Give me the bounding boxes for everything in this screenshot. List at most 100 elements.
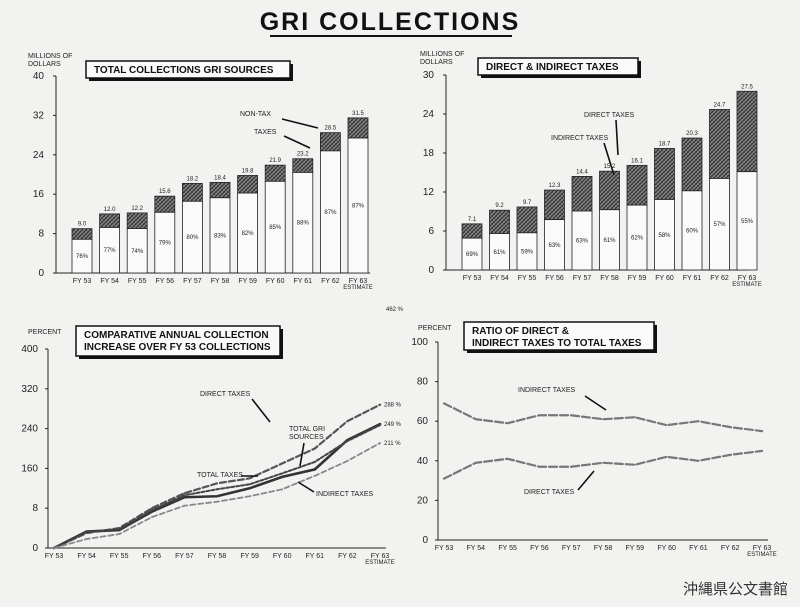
x-tick-label: FY 57 [562,545,581,552]
y-tick-label: 320 [21,384,38,395]
x-tick-label: FY 58 [211,278,230,285]
x-tick-label: FY 55 [498,545,517,552]
annotation-pointer [283,135,311,149]
y-tick-label: 160 [21,463,38,474]
bar-total-label: 15.6 [159,189,171,195]
series-point [216,500,218,503]
chart-title: COMPARATIVE ANNUAL COLLECTION [84,330,269,341]
bar-upper-segment [181,182,203,202]
series-point [248,487,251,490]
series-point [248,495,251,498]
series-point [665,424,668,427]
bar-total-label: 9.7 [523,200,532,206]
y-tick-label: 0 [32,543,38,554]
series-point [216,482,218,485]
bar-upper-segment [292,158,314,173]
x-tick-label: FY 54 [467,545,486,552]
bar-total-label: 21.9 [269,158,281,164]
bar-upper-segment [237,175,259,194]
x-tick-label: FY 59 [628,275,647,282]
bar-total-label: 24.7 [714,102,726,108]
series-point [150,509,153,512]
x-tick-label: FY 55 [110,553,129,560]
bar-upper-segment [154,195,176,213]
series-point [538,465,541,468]
series-point [697,459,700,462]
bar-total-label: 31.5 [352,111,364,117]
bar-upper-segment [264,164,286,182]
bar-percent-label: 82% [242,231,255,237]
series-point [443,402,445,405]
series-point [633,416,636,419]
series-point [570,465,573,468]
annotation-label: DIRECT TAXES [200,391,251,398]
bar-lower-segment [736,171,758,271]
series-point [665,455,668,458]
series-end-label: 211 % [384,441,401,447]
bar-upper-segment [626,164,648,206]
x-tick-label: FY 62 [710,275,729,282]
annotation-label: INDIRECT TAXES [551,135,609,142]
series-point [313,474,316,477]
bar-lower-segment [237,192,259,274]
y-tick-label: 18 [423,148,435,159]
x-tick-label: FY 54 [77,553,96,560]
series-point [379,403,381,406]
y-axis-title: DOLLARS [420,59,453,66]
bar-percent-label: 74% [131,249,144,255]
series-end-label: 249 % [384,422,402,428]
series-point [729,426,732,429]
y-tick-label: 60 [417,416,429,427]
y-tick-label: 100 [411,337,428,348]
x-tick-label: FY 57 [573,275,592,282]
bar-upper-segment [319,132,341,152]
y-tick-label: 32 [33,110,45,121]
bar-total-label: 19.8 [242,168,254,174]
bar-total-label: 14.4 [576,169,588,175]
x-tick-label: FY 55 [128,278,147,285]
series-point [85,531,88,533]
x-tick-label: FY 54 [490,275,509,282]
series-point [379,442,381,444]
bar-percent-label: 61% [603,238,616,244]
series-point [697,420,700,423]
series-line [52,422,382,550]
bar-total-label: 12.0 [104,207,116,213]
bar-lower-segment [681,190,703,271]
x-tick-label: FY 56 [143,553,162,560]
x-tick-label: FY 61 [683,275,702,282]
bar-upper-segment [571,175,593,212]
x-tick-label: FY 53 [73,278,92,285]
offscale-label: 462 % [386,307,404,313]
x-tick-label: FY 59 [240,553,259,560]
archive-stamp: 沖縄県公文書館 [682,580,788,598]
y-axis-title: MILLIONS OF [420,51,464,58]
series-point [379,424,381,427]
chart-increase: 0 8 160 240 320 400 PERCENT COMPARATIVE ANNUAL … [21,307,403,566]
bar-lower-segment [544,219,565,271]
series-point [602,418,604,421]
y-tick-label: 6 [428,226,434,237]
annotation-pointer [297,481,315,493]
x-tick-label: FY 63 [753,545,772,552]
x-tick-label: FY 56 [530,545,549,552]
series-end-label: 288 % [384,403,402,409]
x-tick-label: FY 59 [626,545,645,552]
y-tick-label: 8 [32,503,38,514]
bar-upper-segment [544,189,565,221]
annotation-pointer [584,395,607,411]
annotation-pointer [299,442,305,467]
series-point [281,472,284,475]
bar-percent-label: 55% [741,219,754,225]
title-box [85,60,291,79]
bar-percent-label: 57% [713,222,726,228]
y-tick-label: 24 [423,109,435,120]
series-point [53,547,55,549]
bar-total-label: 12.3 [549,183,561,189]
bar-total-label: 18.4 [214,175,226,181]
x-tick-label: FY 63 [371,553,390,560]
title-box [463,321,655,351]
x-tick-sublabel: ESTIMATE [732,282,762,288]
bar-lower-segment [154,211,176,274]
